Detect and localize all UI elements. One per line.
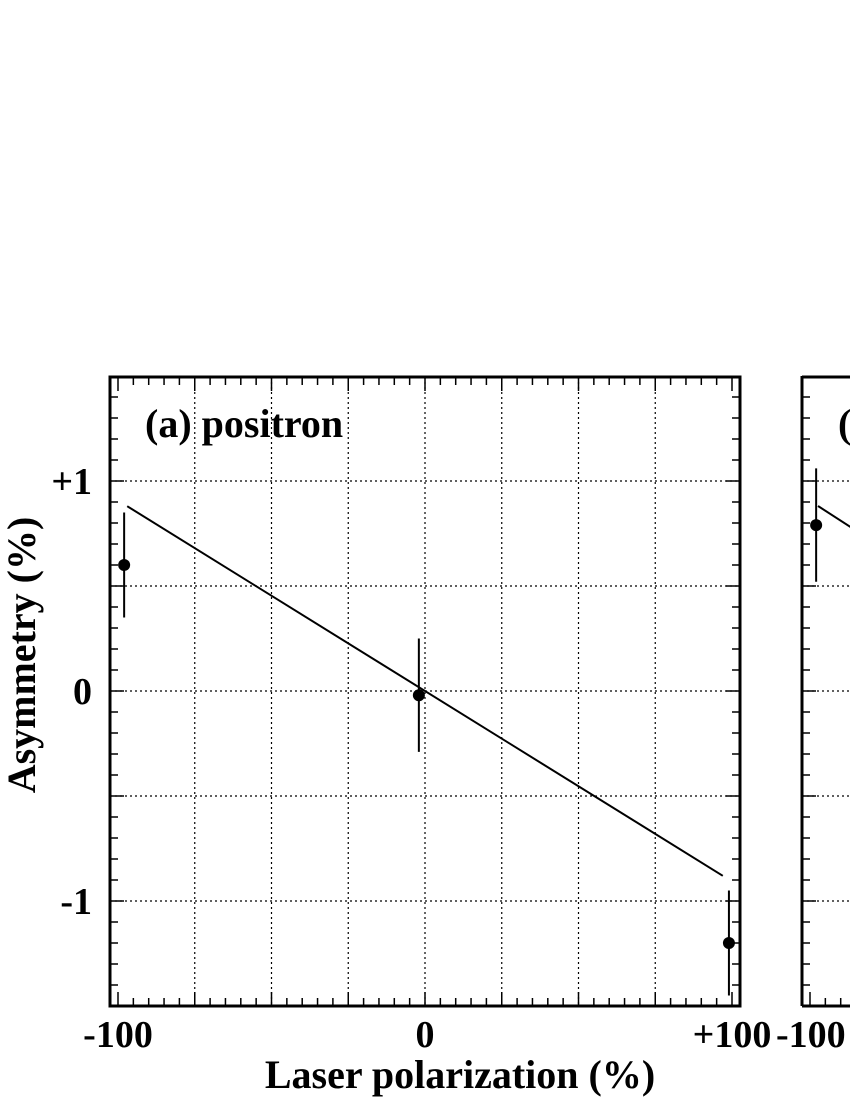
x-tick-label: +100 (693, 1014, 772, 1056)
panel-label: (a) positron (145, 401, 343, 446)
x-axis-label: Laser polarization (%) (265, 1052, 655, 1097)
x-tick-label: -100 (83, 1014, 153, 1056)
x-tick-label: 0 (416, 1014, 435, 1056)
data-points (118, 512, 735, 996)
fit-line-group (126, 505, 724, 877)
x-tick-labels: -100 (776, 1014, 846, 1056)
fit-line (817, 505, 850, 528)
y-tick-label: -1 (60, 881, 92, 923)
data-point (810, 519, 823, 532)
grid (802, 480, 850, 902)
y-tick-labels: +1 0 -1 (51, 461, 92, 923)
data-point (412, 689, 425, 702)
data-point (118, 559, 131, 571)
panel-a-positron: (a) positron -100 0 +100 +1 0 -1 Laser polar… (0, 375, 771, 1097)
x-tick-labels: -100 0 +100 (83, 1014, 771, 1056)
panel-label: ( (838, 401, 850, 446)
data-point (722, 937, 735, 949)
panel-b-partial: ( -100 (776, 375, 850, 1056)
y-tick-label: +1 (51, 461, 92, 503)
minor-ticks (802, 396, 842, 1006)
x-tick-label: -100 (776, 1014, 846, 1056)
y-axis-label: Asymmetry (%) (0, 517, 44, 794)
fit-line (126, 505, 724, 877)
data-points (810, 468, 823, 582)
plot-frame (108, 375, 742, 1008)
y-tick-label: 0 (73, 671, 92, 713)
